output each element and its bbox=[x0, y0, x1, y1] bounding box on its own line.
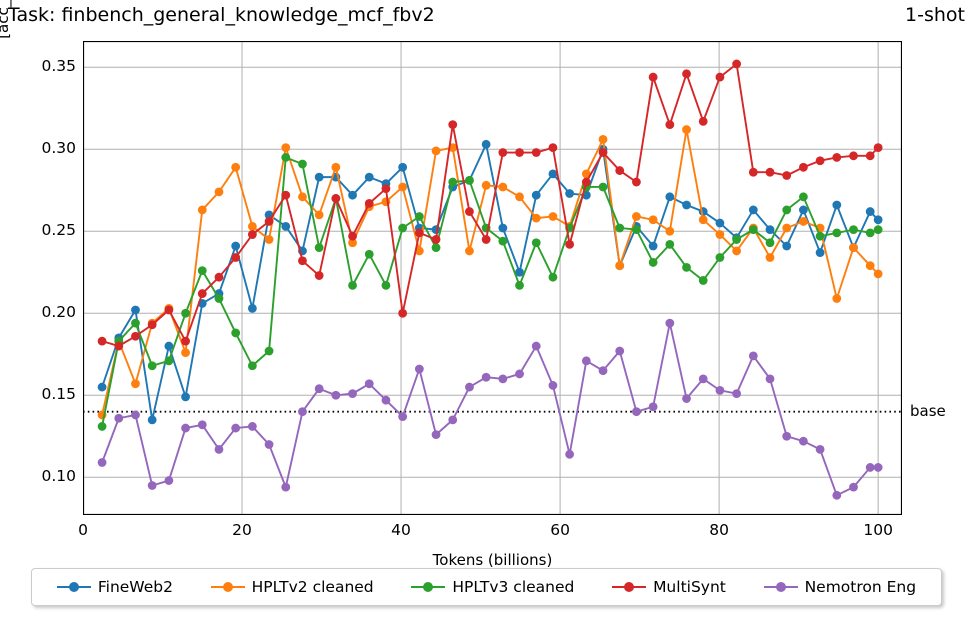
page-title: Task: finbench_general_knowledge_mcf_fbv… bbox=[8, 4, 435, 26]
y-tick-label: 0.30 bbox=[41, 139, 76, 158]
series-hpltv3-cleaned bbox=[97, 153, 883, 431]
legend-item-fineweb2[interactable]: FineWeb2 bbox=[56, 578, 173, 596]
legend-item-multisynt[interactable]: MultiSynt bbox=[612, 578, 726, 596]
x-tick-label: 100 bbox=[863, 521, 893, 539]
y-axis-ticks: 0.10 0.15 0.20 0.25 0.30 0.35 bbox=[8, 41, 76, 515]
x-tick-label: 40 bbox=[391, 521, 411, 539]
x-tick-label: 60 bbox=[550, 521, 570, 539]
x-axis-label: Tokens (billions) bbox=[432, 551, 553, 569]
legend-item-hpltv2-cleaned[interactable]: HPLTv2 cleaned bbox=[210, 578, 374, 596]
chart-legend: FineWeb2 HPLTv2 cleaned HPLTv3 cleaned Mult… bbox=[31, 568, 942, 606]
x-tick-label: 20 bbox=[232, 521, 252, 539]
x-tick-label: 0 bbox=[78, 521, 88, 539]
x-tick-label: 80 bbox=[709, 521, 729, 539]
legend-marker-icon bbox=[210, 580, 245, 594]
y-tick-label: 0.20 bbox=[41, 303, 76, 322]
legend-marker-icon bbox=[56, 580, 91, 594]
baseline-label: base bbox=[910, 401, 946, 420]
plot-area bbox=[83, 41, 902, 515]
legend-item-hpltv3-cleaned[interactable]: HPLTv3 cleaned bbox=[411, 578, 574, 596]
legend-label: MultiSynt bbox=[653, 578, 726, 596]
y-tick-label: 0.25 bbox=[41, 221, 76, 240]
series-nemotron-eng bbox=[97, 318, 883, 500]
legend-label: HPLTv3 cleaned bbox=[452, 578, 575, 596]
y-tick-label: 0.10 bbox=[41, 467, 76, 486]
line-chart bbox=[83, 41, 902, 515]
legend-label: FineWeb2 bbox=[97, 578, 173, 596]
series-fineweb2 bbox=[97, 139, 883, 425]
x-axis-ticks: 0 20 40 60 80 100 bbox=[78, 521, 902, 545]
legend-label: HPLTv2 cleaned bbox=[251, 578, 374, 596]
legend-marker-icon bbox=[411, 580, 446, 594]
shot-label: 1-shot bbox=[905, 4, 965, 26]
legend-label: Nemotron Eng bbox=[804, 578, 917, 596]
legend-marker-icon bbox=[763, 580, 798, 594]
series-multisynt bbox=[97, 59, 883, 351]
y-tick-label: 0.35 bbox=[41, 57, 76, 76]
y-tick-label: 0.15 bbox=[41, 385, 76, 404]
legend-marker-icon bbox=[612, 580, 647, 594]
legend-item-nemotron-eng[interactable]: Nemotron Eng bbox=[763, 578, 917, 596]
